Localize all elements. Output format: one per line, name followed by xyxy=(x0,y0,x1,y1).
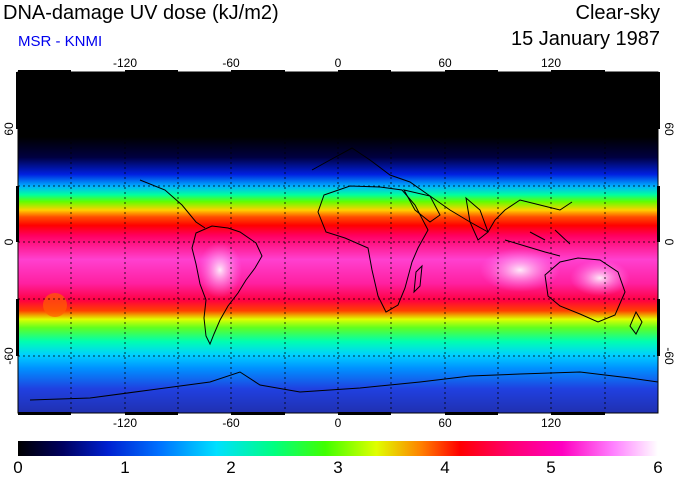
colorbar-label: 6 xyxy=(653,458,662,477)
high-uv-indian-ocean xyxy=(480,248,560,292)
coast-new-zealand xyxy=(629,310,643,335)
date-label: 15 January 1987 xyxy=(510,28,660,50)
coast-africa xyxy=(317,185,429,313)
coast-indonesia xyxy=(504,229,571,257)
lon-tick-top: 0 xyxy=(335,56,342,70)
coast-europe-asia xyxy=(311,147,573,233)
lat-tick-right: 0 xyxy=(662,239,676,246)
lat-tick-left: 0 xyxy=(2,238,16,245)
lon-tick-bottom: 120 xyxy=(541,416,561,430)
lon-tick-bottom: 60 xyxy=(438,416,452,430)
source-label: MSR - KNMI xyxy=(18,33,103,50)
colorbar-label: 2 xyxy=(226,458,235,477)
lon-tick-top: -60 xyxy=(222,56,240,70)
coast-antarctica xyxy=(29,371,658,401)
colorbar-label: 1 xyxy=(120,458,129,477)
graticule xyxy=(18,72,658,413)
lon-tick-top: 60 xyxy=(438,56,452,70)
high-uv-south-america xyxy=(198,242,242,298)
sky-condition-label: Clear-sky xyxy=(575,2,660,24)
colorbar-label: 3 xyxy=(333,458,342,477)
lat-tick-left: -60 xyxy=(2,347,16,365)
map-title: DNA-damage UV dose (kJ/m2) xyxy=(3,2,279,24)
coast-south-america xyxy=(191,225,263,346)
lon-tick-bottom: 0 xyxy=(335,416,342,430)
lon-tick-top: -120 xyxy=(113,56,137,70)
coastlines xyxy=(29,147,658,401)
lat-tick-right: -60 xyxy=(662,347,676,365)
lon-tick-bottom: -60 xyxy=(222,416,240,430)
colorbar-label: 0 xyxy=(13,458,22,477)
coast-australia xyxy=(544,257,626,323)
lon-tick-top: 120 xyxy=(541,56,561,70)
colorbar-label: 4 xyxy=(440,458,449,477)
high-uv-australia xyxy=(570,260,630,296)
lon-tick-bottom: -120 xyxy=(113,416,137,430)
coast-madagascar xyxy=(413,264,423,294)
coast-central-america xyxy=(139,179,206,229)
colorbar-label: 5 xyxy=(546,458,555,477)
lat-tick-left: 60 xyxy=(2,122,16,136)
lat-tick-right: 60 xyxy=(662,122,676,136)
colorbar xyxy=(18,441,658,456)
orange-patch-pacific xyxy=(43,293,67,317)
coast-india xyxy=(465,196,489,241)
coast-arabia xyxy=(403,189,441,223)
frame-scale-blocks xyxy=(16,70,660,415)
